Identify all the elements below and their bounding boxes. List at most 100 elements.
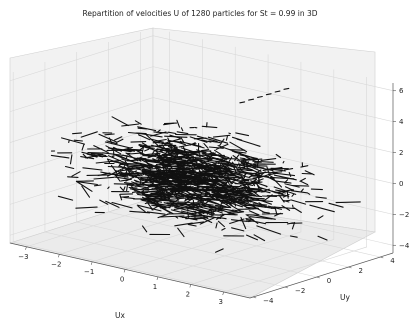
particle-streak: [249, 178, 258, 185]
particle-streak: [176, 119, 181, 128]
particle-streak: [91, 152, 104, 155]
axis-lines: [9, 83, 394, 299]
particle-streak: [192, 182, 203, 185]
x-tick-label: 0: [120, 275, 124, 283]
particle-streak: [174, 140, 186, 146]
particle-streak: [223, 184, 234, 190]
particle-streak: [116, 175, 129, 178]
particle-streak: [193, 194, 214, 198]
particle-streak: [167, 131, 177, 135]
y-tick-mark: [316, 276, 320, 279]
x-tick-label: 3: [218, 298, 222, 306]
particle-streak: [229, 149, 245, 151]
particle-streak: [142, 155, 157, 157]
particle-streak: [115, 170, 138, 178]
particle-streak: [232, 165, 237, 173]
particle-streak: [64, 165, 75, 170]
particle-streak: [290, 190, 308, 194]
particle-streak: [171, 192, 179, 199]
particle-streak: [236, 159, 257, 166]
particle-streak: [168, 167, 188, 171]
particle-streak: [203, 199, 227, 208]
x-gridline: [124, 54, 269, 270]
particle-streak: [159, 150, 163, 152]
particle-streak: [248, 98, 255, 101]
particle-streak: [75, 206, 98, 209]
particle-streak: [282, 199, 290, 203]
particle-streak: [188, 187, 210, 192]
particle-streak: [252, 214, 276, 220]
particle-streak: [172, 162, 186, 166]
particle-streak: [87, 151, 104, 154]
particle-streak: [206, 178, 226, 182]
particle-streak: [200, 159, 216, 164]
z-gridline: [9, 35, 394, 92]
particle-streak: [146, 211, 166, 215]
particle-streak: [252, 165, 274, 172]
particle-streak: [214, 194, 229, 198]
particle-streak: [230, 219, 248, 222]
particle-streak: [164, 165, 180, 168]
particle-streak: [182, 145, 186, 151]
particle-streak: [192, 144, 205, 149]
y-tick-mark: [253, 296, 257, 299]
particle-streak: [169, 185, 177, 188]
particle-streak: [275, 153, 282, 159]
particle-streak: [126, 163, 146, 165]
particle-streak: [145, 202, 160, 205]
particle-streak: [69, 154, 73, 165]
particle-streak: [273, 186, 297, 195]
particle-streak: [239, 197, 265, 200]
particle-streak: [140, 177, 155, 181]
particle-streak: [306, 192, 311, 195]
particle-streak: [107, 155, 129, 165]
particle-streak: [207, 166, 210, 170]
particle-streak: [164, 135, 188, 138]
particle-streak: [150, 199, 173, 202]
particle-streak: [156, 156, 171, 159]
particle-streak: [172, 181, 181, 185]
particle-streak: [215, 222, 218, 229]
particle-streak: [158, 195, 183, 199]
particle-streak: [128, 152, 143, 155]
particle-streak: [138, 133, 140, 137]
particle-streak: [159, 198, 177, 202]
particle-streak: [119, 186, 124, 191]
particle-streak: [123, 196, 135, 200]
particle-streak: [161, 152, 187, 156]
particle-streak: [211, 208, 223, 214]
particle-streak: [248, 191, 257, 197]
particle-streak: [292, 204, 294, 208]
particle-streak: [249, 199, 273, 203]
particle-streak: [135, 132, 147, 135]
y-gridline: [76, 52, 317, 278]
particle-streak: [315, 196, 327, 199]
particle-streak: [212, 134, 231, 138]
x-gridline: [223, 76, 367, 293]
particle-streak: [148, 177, 163, 184]
particle-streak: [254, 205, 276, 210]
particle-streak: [107, 186, 110, 190]
particle-streak: [138, 159, 142, 162]
particle-streak: [111, 116, 129, 127]
particle-streak: [232, 171, 243, 175]
particle-streak: [129, 166, 134, 169]
z-tick-label: −4: [399, 242, 410, 250]
particle-streak: [76, 181, 98, 186]
z-gridline: [9, 97, 394, 153]
x-tick-mark: [123, 269, 126, 273]
particle-streak: [80, 131, 98, 138]
particle-streak: [153, 138, 167, 143]
particle-streak: [214, 165, 230, 170]
particle-streak: [219, 138, 225, 146]
particle-streak: [227, 178, 249, 184]
particle-streak: [219, 183, 223, 187]
particle-streak: [142, 171, 151, 178]
particle-streak: [111, 155, 114, 158]
z-tick-label: 0: [399, 180, 403, 188]
particle-streak: [196, 149, 205, 154]
particle-streak: [291, 193, 295, 197]
y-axis-label: Uy: [340, 293, 350, 302]
particle-streak: [93, 184, 102, 187]
